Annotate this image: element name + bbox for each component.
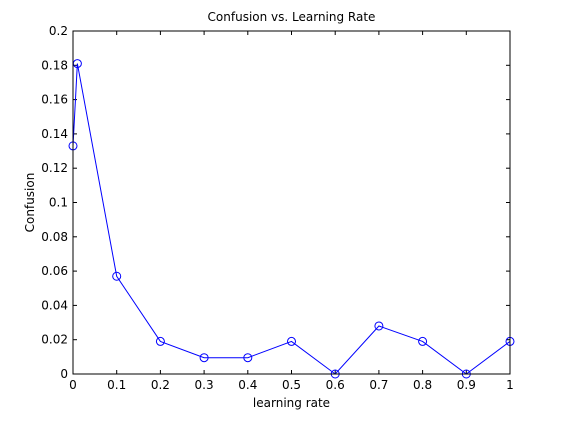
x-tick-label: 1	[506, 378, 514, 392]
data-point-marker	[287, 336, 296, 346]
x-tick-label: 0.9	[457, 378, 476, 392]
data-point-marker	[112, 271, 122, 281]
y-tick-label: 0.12	[41, 161, 68, 175]
x-tick-label: 0.1	[107, 378, 126, 392]
y-tick-label: 0.2	[49, 24, 68, 38]
y-tick-label: 0	[60, 367, 68, 381]
plot-area	[73, 31, 510, 374]
y-tick-label: 0.04	[41, 298, 68, 312]
chart-title: Confusion vs. Learning Rate	[208, 10, 376, 24]
y-tick-label: 0.14	[41, 127, 68, 141]
y-tick-label: 0.1	[49, 196, 68, 210]
x-tick-label: 0.7	[369, 378, 388, 392]
x-axis-label: learning rate	[253, 396, 330, 410]
y-tick-label: 0.06	[41, 264, 68, 278]
y-tick-label: 0.02	[41, 333, 68, 347]
series-line	[72, 63, 511, 375]
x-tick-label: 0.5	[282, 378, 301, 392]
axes-frame	[72, 30, 511, 375]
y-tick-label: 0.16	[41, 93, 68, 107]
data-point-marker	[199, 353, 209, 363]
data-point-marker	[418, 336, 428, 346]
data-point-marker	[374, 321, 384, 331]
tick-labels: 0 0.1 0.2 0.3 0.4 0.5 0.6 0.7 0.8 0.9 1 0 0.02 0.04 0.…	[41, 24, 514, 392]
x-tick-label: 0.6	[326, 378, 345, 392]
data-point-marker	[155, 336, 165, 346]
x-tick-label: 0.3	[195, 378, 214, 392]
x-tick-label: 0	[69, 378, 77, 392]
x-tick-label: 0.4	[238, 378, 257, 392]
x-tick-label: 0.8	[413, 378, 432, 392]
x-tick-label: 0.2	[151, 378, 170, 392]
y-tick-label: 0.18	[41, 58, 68, 72]
y-axis-label: Confusion	[23, 173, 37, 233]
data-point-marker	[243, 353, 253, 363]
y-tick-label: 0.08	[41, 230, 68, 244]
